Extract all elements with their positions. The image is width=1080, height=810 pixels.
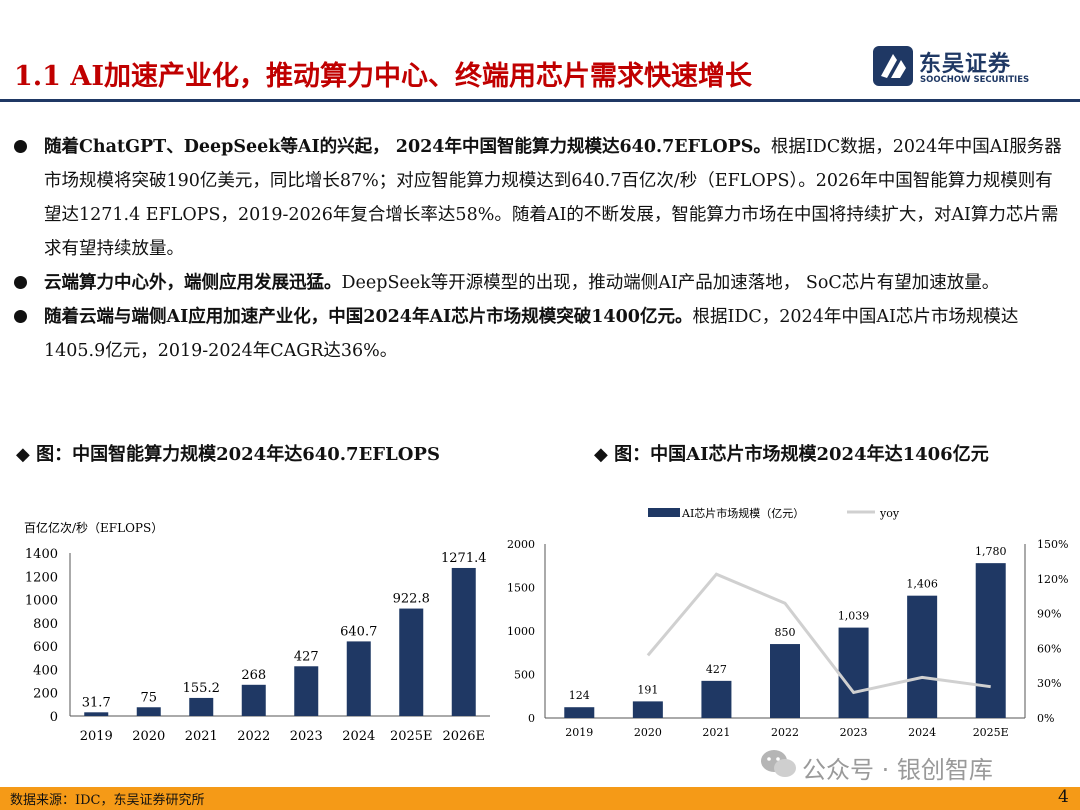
chart1-title: ◆ 图：中国智能算力规模2024年达640.7EFLOPS (16, 444, 440, 465)
y-tick-label: 200 (33, 687, 58, 702)
data-label: 191 (637, 683, 658, 696)
data-label: 1,406 (906, 578, 938, 591)
company-logo: 东吴证券 SOOCHOW SECURITIES (873, 46, 1073, 90)
ai-chip-market-chart: AI芯片市场规模（亿元） yoy 0 500 1000 1500 2000 0% 30% 60% 9… (507, 506, 1068, 739)
y-tick-label: 1400 (25, 547, 58, 562)
bullet-lead: 随着ChatGPT、DeepSeek等AI的兴起， 2024年中国智能算力规模达… (44, 137, 771, 157)
bullet-text: 根据IDC数据，2024年中国AI服务器市场规模将突破190亿美元，同比增长87… (44, 137, 1062, 259)
x-tick-label: 2019 (80, 729, 113, 744)
bar (241, 684, 266, 716)
x-tick-label: 2024 (342, 729, 375, 744)
data-label: 427 (294, 649, 319, 664)
bar (838, 627, 869, 718)
x-tick-label: 2020 (634, 726, 662, 739)
x-tick-label: 2024 (908, 726, 936, 739)
bar (907, 595, 938, 718)
data-label: 1,780 (975, 545, 1007, 558)
x-tick-label: 2025E (390, 729, 433, 744)
bar (632, 701, 663, 718)
y2-tick-label: 90% (1037, 608, 1061, 621)
y2-tick-label: 150% (1037, 538, 1068, 551)
bullet-lead: 随着云端与端侧AI应用加速产业化，中国2024年AI芯片市场规模突破1400亿元… (44, 307, 693, 327)
y-tick-label: 500 (514, 669, 535, 682)
watermark-text: 公众号 · 银创智库 (802, 756, 993, 784)
yoy-line (646, 572, 991, 695)
bullet-item: 随着云端与端侧AI应用加速产业化，中国2024年AI芯片市场规模突破1400亿元… (14, 300, 1069, 368)
bar (451, 567, 476, 716)
data-label: 268 (241, 668, 266, 683)
bullet-text: 根据IDC，2024年中国AI芯片市场规模达1405.9亿元，2019-2024… (44, 307, 1019, 361)
y-axis-label: 百亿亿次/秒（EFLOPS） (24, 520, 163, 535)
page-number: 4 (1058, 787, 1069, 807)
data-label: 1,039 (838, 610, 870, 623)
x-tick-label: 2023 (290, 729, 323, 744)
y2-tick-label: 30% (1037, 677, 1061, 690)
legend-label: AI芯片市场规模（亿元） (681, 506, 804, 520)
bar (564, 707, 595, 718)
bar (189, 697, 214, 716)
x-tick-label: 2023 (840, 726, 868, 739)
data-label: 155.2 (183, 681, 220, 696)
legend-label: yoy (879, 507, 900, 520)
data-label: 640.7 (340, 624, 377, 639)
y-tick-label: 600 (33, 640, 58, 655)
logo-text-en: SOOCHOW SECURITIES (920, 75, 1030, 85)
data-label: 124 (569, 689, 590, 702)
bullet-text: DeepSeek等开源模型的出现，推动端侧AI产品加速落地， SoC芯片有望加速… (341, 273, 1000, 293)
data-label: 850 (775, 626, 796, 639)
logo-icon (873, 46, 913, 86)
y-tick-label: 400 (33, 663, 58, 678)
bullet-item: 随着ChatGPT、DeepSeek等AI的兴起， 2024年中国智能算力规模达… (14, 130, 1069, 266)
y-tick-label: 2000 (507, 538, 535, 551)
bullet-list: 随着ChatGPT、DeepSeek等AI的兴起， 2024年中国智能算力规模达… (14, 130, 1069, 368)
data-label: 1271.4 (441, 551, 487, 566)
bar (701, 680, 732, 718)
title-divider (0, 99, 1080, 102)
watermark: 公众号 · 银创智库 (760, 748, 1060, 784)
y-tick-label: 1500 (507, 582, 535, 595)
compute-scale-chart: 百亿亿次/秒（EFLOPS） 0 200 400 600 800 1000 1200 1400 3… (24, 520, 490, 744)
data-label: 922.8 (393, 592, 430, 607)
footer-bar: 数据来源：IDC，东吴证券研究所 4 (0, 787, 1080, 810)
x-tick-label: 2020 (132, 729, 165, 744)
bar (346, 641, 371, 716)
bar (136, 707, 161, 716)
bullet-dot-icon (14, 276, 27, 289)
source-note: 数据来源：IDC，东吴证券研究所 (10, 793, 205, 808)
page-title: 1.1 AI加速产业化，推动算力中心、终端用芯片需求快速增长 (14, 61, 752, 92)
x-tick-label: 2019 (565, 726, 593, 739)
logo-text-cn: 东吴证券 (919, 52, 1012, 77)
y2-tick-label: 0% (1037, 712, 1054, 725)
x-tick-label: 2022 (771, 726, 799, 739)
chart2-title: ◆ 图：中国AI芯片市场规模2024年达1406亿元 (594, 444, 989, 465)
bar (770, 644, 800, 718)
bar (84, 712, 109, 716)
y-tick-label: 0 (528, 712, 535, 725)
header: 1.1 AI加速产业化，推动算力中心、终端用芯片需求快速增长 东吴证券 SOOC… (0, 0, 1080, 102)
x-tick-label: 2021 (702, 726, 730, 739)
bullet-dot-icon (14, 310, 27, 323)
bullet-lead: 云端算力中心外，端侧应用发展迅猛。 (44, 273, 342, 293)
wechat-icon (761, 750, 796, 777)
x-tick-label: 2021 (185, 729, 218, 744)
bar (975, 563, 1006, 718)
bullet-dot-icon (14, 140, 27, 153)
bar (294, 666, 319, 716)
x-tick-label: 2025E (973, 726, 1009, 739)
y2-tick-label: 60% (1037, 642, 1061, 655)
y-tick-label: 800 (33, 617, 58, 632)
y2-tick-label: 120% (1037, 573, 1068, 586)
y-tick-label: 1000 (25, 594, 58, 609)
x-tick-label: 2022 (237, 729, 270, 744)
y-tick-label: 0 (50, 710, 58, 725)
y-tick-label: 1000 (507, 625, 535, 638)
x-tick-label: 2026E (442, 729, 485, 744)
legend-swatch-bar (648, 508, 680, 517)
data-label: 75 (140, 690, 157, 705)
bullet-item: 云端算力中心外，端侧应用发展迅猛。DeepSeek等开源模型的出现，推动端侧AI… (14, 266, 1069, 300)
data-label: 427 (706, 663, 727, 676)
y-tick-label: 1200 (25, 570, 58, 585)
data-label: 31.7 (82, 695, 111, 710)
bar (399, 608, 424, 716)
